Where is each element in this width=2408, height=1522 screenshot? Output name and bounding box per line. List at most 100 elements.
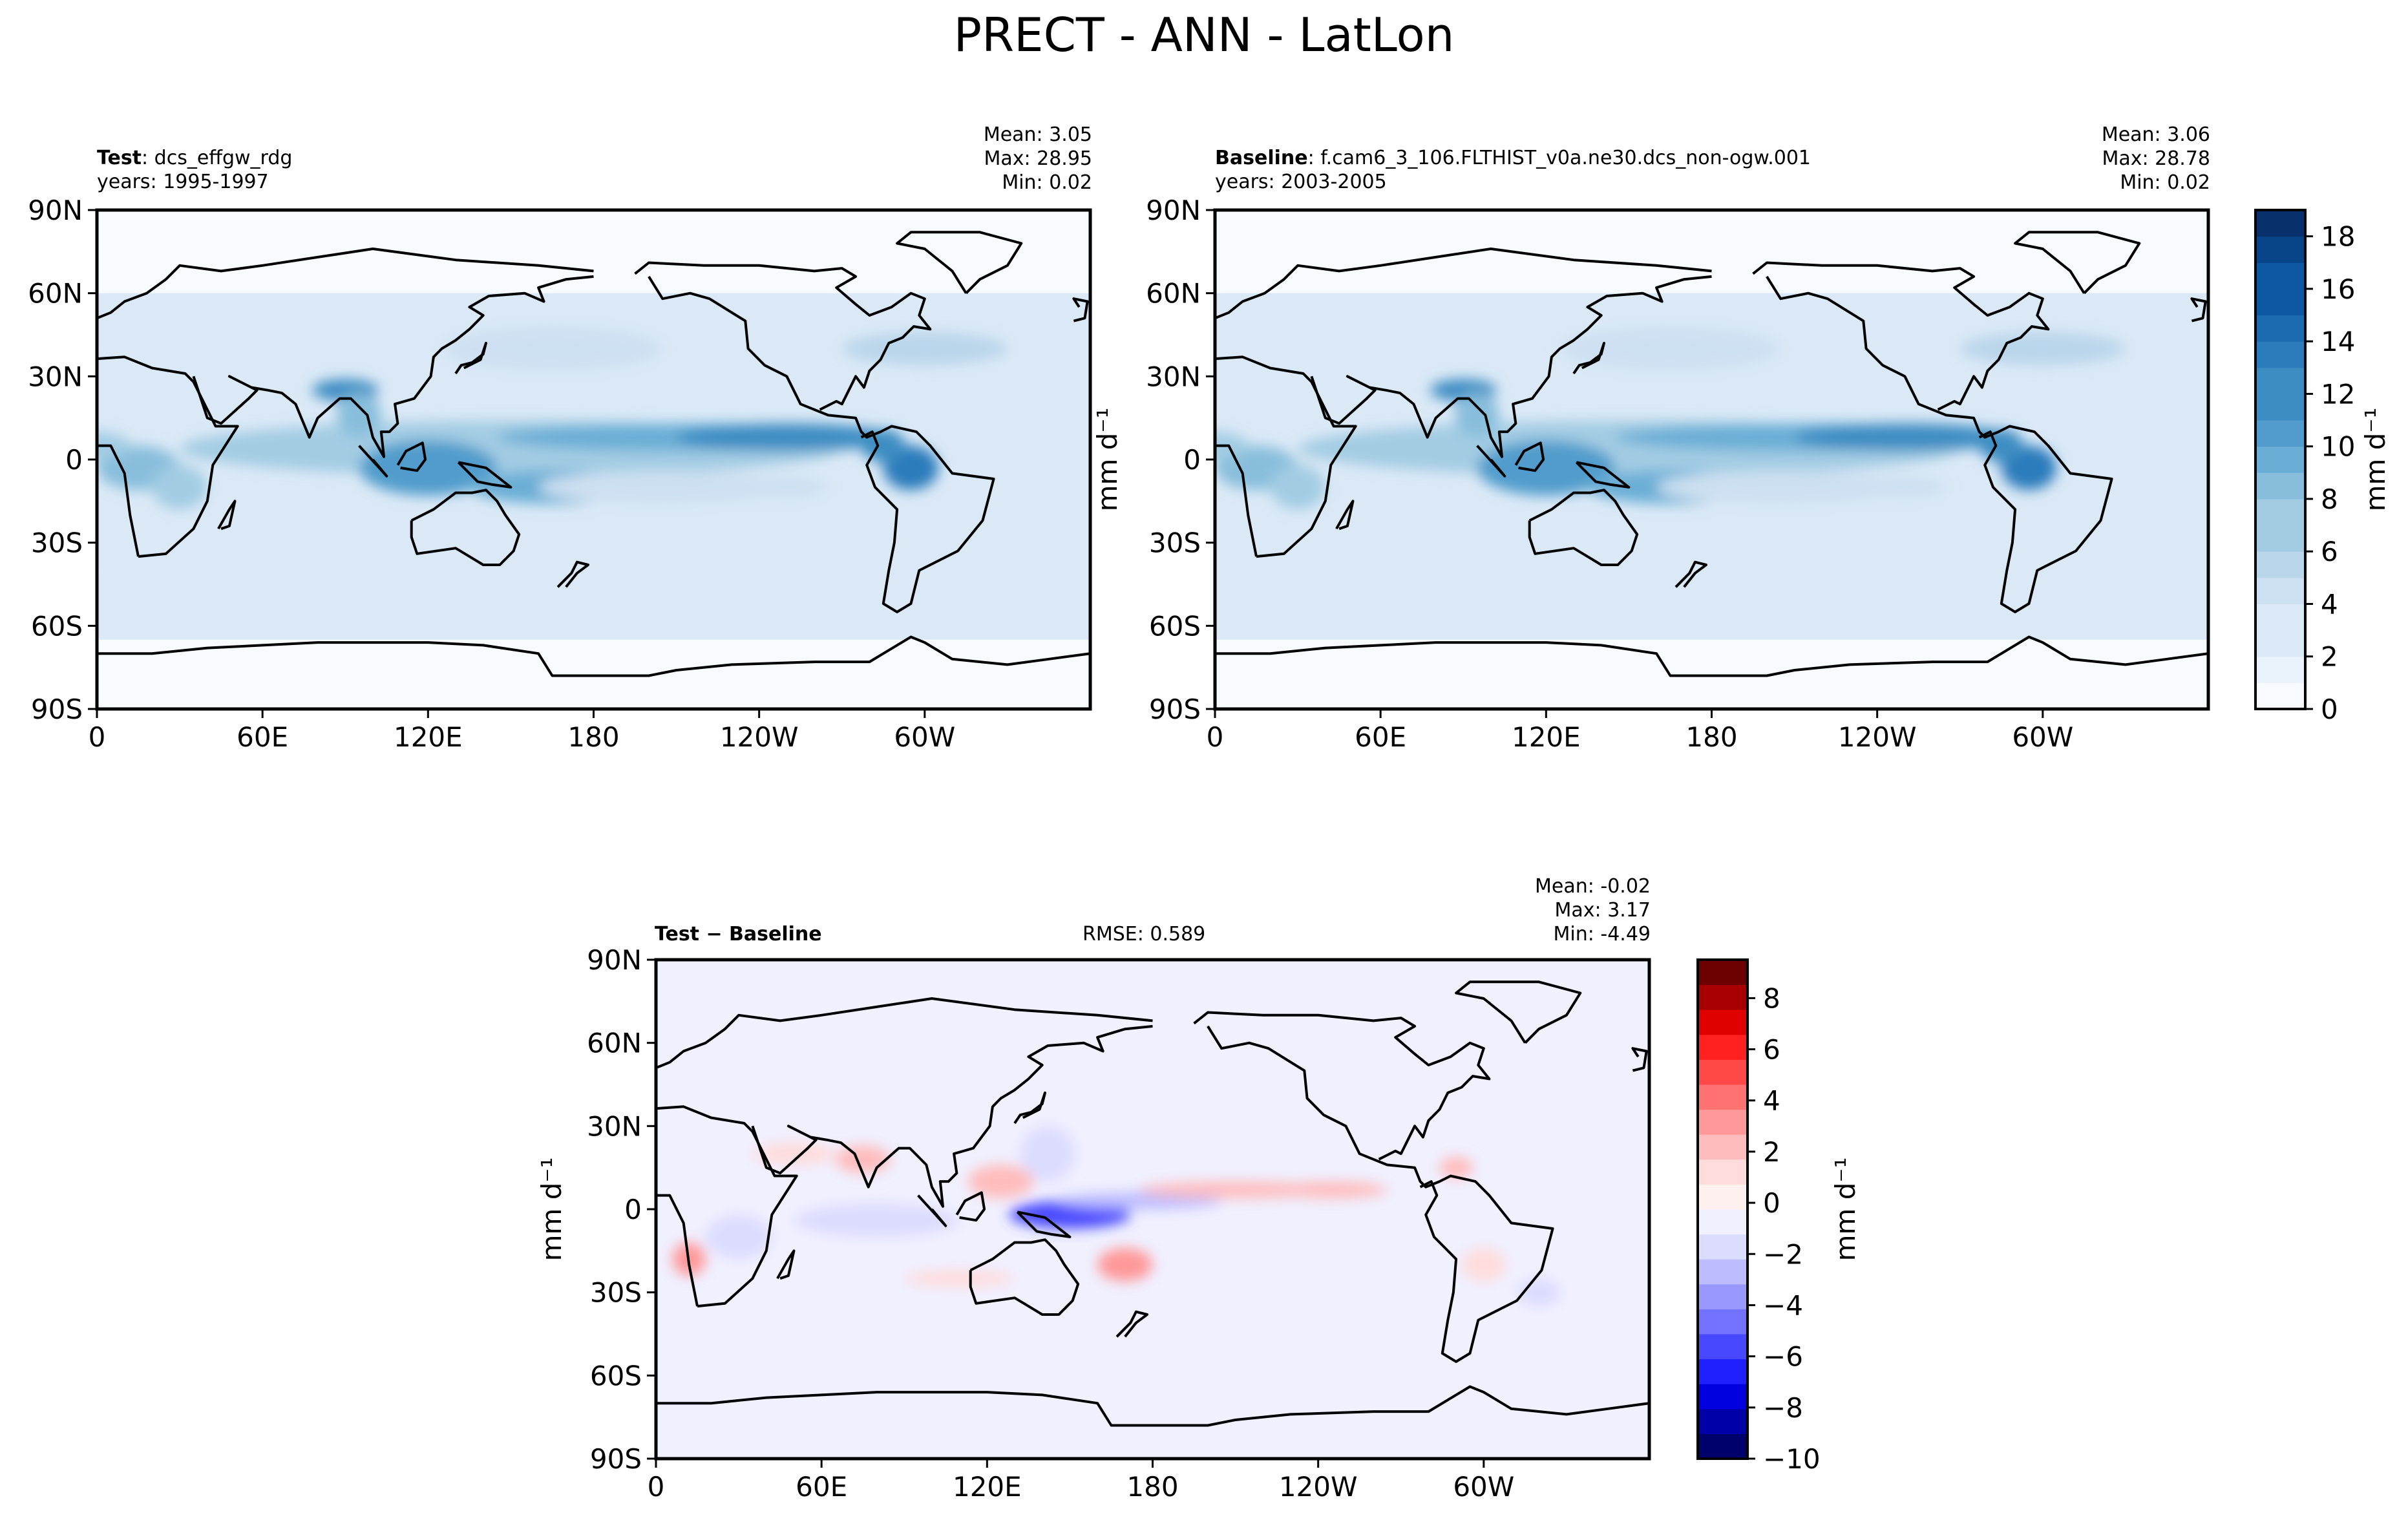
x-tick-label: 120W: [720, 721, 799, 753]
colorbar-step: [1698, 1358, 1748, 1384]
anomaly-blob: [1139, 1181, 1333, 1198]
diff-ylabel: mm d⁻¹: [536, 1157, 567, 1262]
colorbar-tick-label: −10: [1763, 1443, 1821, 1475]
anomaly-blob: [705, 1214, 772, 1260]
colorbar-frame: [2254, 209, 2307, 710]
colorbar-step: [2255, 498, 2305, 526]
y-tick-label: 90S: [1149, 693, 1201, 725]
colorbar-tick-label: 8: [2321, 483, 2338, 515]
coastline: [1016, 1210, 1072, 1238]
colorbar-step: [2255, 577, 2305, 604]
y-tick-label: 60S: [590, 1360, 642, 1391]
colorbar-step: [1698, 1159, 1748, 1185]
colorbar-step: [1698, 1334, 1748, 1360]
baseline-label-rest: : f.cam6_3_106.FLTHIST_v0a.ne30.dcs_non-…: [1307, 147, 1811, 169]
x-tick-label: 120W: [1279, 1471, 1358, 1503]
colorbar-frame: [1696, 958, 1749, 1460]
coastline: [656, 1105, 798, 1308]
colorbar-tick-label: −6: [1763, 1341, 1803, 1373]
colorbar-step: [1698, 1134, 1748, 1160]
colorbar-tick-label: 2: [2321, 641, 2338, 673]
coastline: [969, 1238, 1080, 1316]
x-tick-label: 180: [1126, 1471, 1178, 1503]
colorbar-tick-label: 0: [2321, 693, 2338, 725]
y-tick-label: 60N: [28, 278, 83, 310]
anomaly-features: [672, 1115, 1594, 1307]
baseline-label-bold: Baseline: [1215, 147, 1308, 169]
coastline: [457, 461, 512, 489]
coastline: [1335, 500, 1355, 531]
coastline: [1215, 248, 1712, 320]
test-stats: Mean: 3.05 Max: 28.95 Min: 0.02: [892, 123, 1092, 195]
y-tick-label: 30S: [1149, 527, 1201, 559]
coastline: [1766, 275, 2113, 613]
y-tick-label: 90N: [587, 944, 642, 976]
diff-stats: Mean: -0.02 Max: 3.17 Min: -4.49: [1450, 874, 1651, 946]
y-tick-label: 30N: [28, 361, 83, 392]
y-tick-label: 30S: [31, 527, 83, 559]
test-stat-mean: Mean: 3.05: [983, 123, 1092, 146]
baseline-stats: Mean: 3.06 Max: 28.78 Min: 0.02: [2010, 123, 2210, 195]
coastline: [634, 261, 932, 411]
colorbar-step: [1698, 984, 1748, 1010]
colorbar-step: [2255, 630, 2305, 657]
colorbar-step: [2255, 551, 2305, 578]
colorbar-step: [1698, 1209, 1748, 1235]
colorbar-tick-label: −2: [1763, 1238, 1803, 1270]
y-tick-label: 90N: [28, 195, 83, 226]
precip-blob: [841, 332, 1008, 366]
coastline: [1528, 489, 1639, 566]
coastline: [97, 635, 1090, 677]
anomaly-blob: [752, 1143, 836, 1165]
precip-blob: [1270, 465, 1325, 510]
precip-blob: [97, 432, 131, 460]
precip-blob: [1656, 470, 1905, 504]
test-stat-max: Max: 28.95: [984, 147, 1092, 170]
colorbar-step: [2255, 210, 2305, 237]
precip-blob: [359, 439, 498, 496]
coastline: [454, 341, 487, 375]
colorbar-step: [1698, 1259, 1748, 1285]
test-label-rest: : dcs_effgw_rdg: [142, 147, 293, 169]
coastline: [1207, 1025, 1554, 1363]
colorbar-step: [2255, 394, 2305, 421]
x-tick-label: 120E: [953, 1471, 1022, 1503]
x-tick-label: 60E: [237, 721, 288, 753]
colorbar-step: [2255, 682, 2305, 710]
anomaly-blob: [1439, 1156, 1473, 1179]
x-tick-label: 0: [1207, 721, 1224, 753]
baseline-panel-label: Baseline: f.cam6_3_106.FLTHIST_v0a.ne30.…: [1215, 146, 1811, 170]
colorbar-tick-label: 0: [1763, 1187, 1780, 1219]
rain-features: [97, 326, 1008, 510]
colorbar-step: [1698, 1408, 1748, 1434]
baseline-stat-max: Max: 28.78: [2102, 147, 2210, 170]
colorbar-tick-label: 16: [2321, 273, 2355, 305]
coastline: [1752, 261, 2050, 411]
precip-blob: [676, 423, 898, 452]
colorbar-step: [1698, 960, 1748, 986]
baseline-years: years: 2003-2005: [1215, 171, 1387, 193]
colorbar-step: [2255, 525, 2305, 552]
colorbar-tick-label: 4: [2321, 588, 2338, 620]
colorbar-step: [2255, 604, 2305, 631]
diff-panel-label: Test − Baseline: [655, 923, 822, 946]
coastlines: [656, 980, 1649, 1427]
precip-blob: [441, 326, 663, 371]
x-tick-label: 180: [567, 721, 619, 753]
coastline: [776, 1249, 796, 1280]
x-tick-label: 60E: [1355, 721, 1406, 753]
coastline: [1455, 980, 1582, 1044]
precip-blob: [1863, 476, 1947, 499]
y-tick-label: 0: [65, 444, 83, 476]
coastline: [97, 340, 98, 343]
lat-band: [97, 639, 1090, 709]
coastline: [396, 441, 427, 472]
colorbar-step: [2255, 446, 2305, 473]
coastline: [1631, 1047, 1648, 1072]
coastline: [192, 275, 594, 458]
coastline: [896, 231, 1023, 295]
coastline: [656, 1385, 1649, 1427]
colorbar-step: [1698, 1234, 1748, 1260]
coastline: [955, 1191, 986, 1222]
